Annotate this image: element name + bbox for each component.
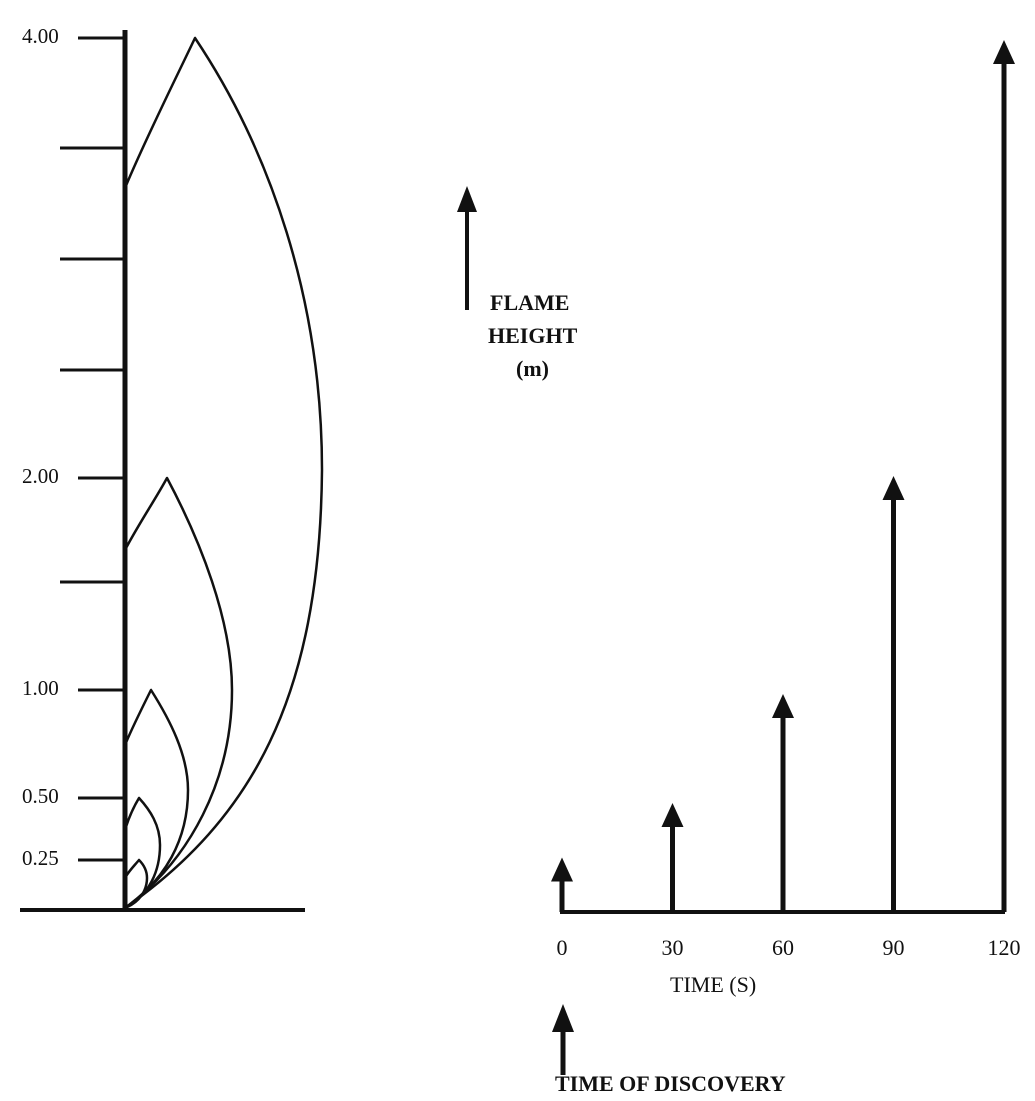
time-tick-label: 90	[883, 935, 905, 960]
arrowhead-icon	[882, 476, 905, 500]
flame-height-arrow-0s	[551, 857, 573, 912]
legend-line-unit: (m)	[516, 356, 549, 381]
scale-label-4: 4.00	[22, 24, 59, 48]
flame-height-arrow-60s	[772, 694, 794, 912]
arrowhead-icon	[772, 694, 794, 718]
time-tick-label: 30	[662, 935, 684, 960]
flame-height-arrow-120s	[993, 40, 1015, 912]
time-of-discovery-label: TIME OF DISCOVERY	[555, 1071, 786, 1096]
flame-outline-4m	[123, 36, 324, 910]
flame-outline-2m	[123, 476, 234, 910]
time-axis-label: TIME (S)	[670, 972, 756, 997]
flame-height-arrow-90s	[882, 476, 905, 912]
flame-outline-1m	[123, 688, 190, 910]
time-tick-label: 60	[772, 935, 794, 960]
time-tick-label: 0	[557, 935, 568, 960]
scale-label-0-5: 0.50	[22, 784, 59, 808]
flame-height-arrow-30s	[661, 803, 684, 912]
legend-arrowhead-icon	[457, 186, 477, 212]
arrowhead-icon	[661, 803, 684, 827]
scale-label-2: 2.00	[22, 464, 59, 488]
flame-outline-0-5m	[123, 796, 162, 910]
flame-height-scale-panel: 4.00 2.00 1.00 0.50 0.25	[20, 24, 324, 912]
scale-label-0-25: 0.25	[22, 846, 59, 870]
legend-line-height: HEIGHT	[488, 323, 578, 348]
arrowhead-icon	[993, 40, 1015, 64]
flame-height-vs-time-panel: 0 30 60 90 120 TIME (S) TIME OF DISCOVERY	[551, 40, 1021, 1096]
time-tick-label: 120	[988, 935, 1021, 960]
scale-label-1: 1.00	[22, 676, 59, 700]
discovery-arrowhead-icon	[552, 1004, 574, 1032]
flame-outline-0-25m	[123, 858, 149, 910]
arrowhead-icon	[551, 857, 573, 882]
legend-line-flame: FLAME	[490, 290, 569, 315]
flame-height-legend: FLAME HEIGHT (m)	[457, 186, 578, 381]
